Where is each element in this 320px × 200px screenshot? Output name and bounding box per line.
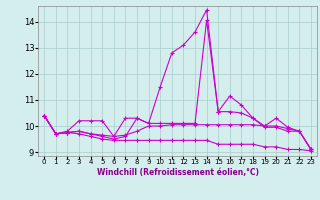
X-axis label: Windchill (Refroidissement éolien,°C): Windchill (Refroidissement éolien,°C) [97,168,259,177]
